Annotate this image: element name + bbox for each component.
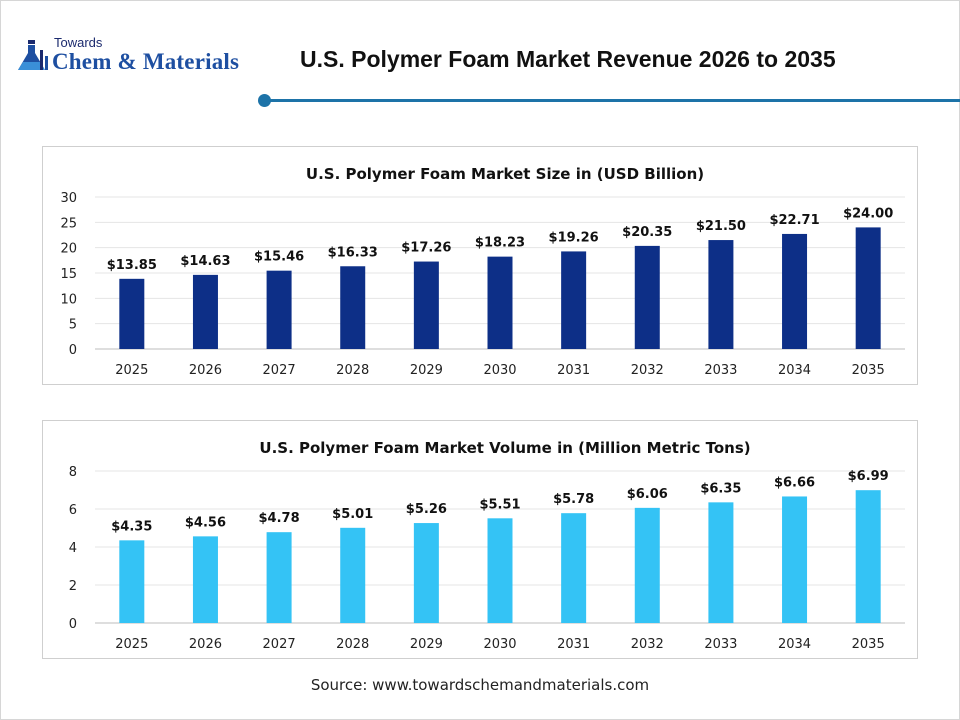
chart-0-bar-2032 (634, 245, 660, 349)
chart-1-data-label: $6.06 (627, 487, 668, 502)
chart-0-y-tick-label: 5 (69, 318, 77, 333)
chart-0-y-tick-label: 30 (60, 191, 77, 206)
chart-0-bar-2033 (708, 240, 734, 349)
chart-0-y-tick-label: 0 (69, 343, 77, 358)
chart-0-data-label: $21.50 (696, 219, 746, 234)
chart-0-y-tick-label: 25 (60, 216, 77, 231)
chart-0-x-tick-label: 2029 (410, 363, 443, 378)
chart-0-x-tick-label: 2035 (852, 363, 885, 378)
market-size-chart-panel: U.S. Polymer Foam Market Size in (USD Bi… (42, 146, 918, 385)
chart-1-data-label: $4.35 (111, 519, 152, 534)
title-underline (265, 99, 960, 102)
brand-logo: Towards Chem & Materials (16, 34, 266, 78)
chart-0-data-label: $20.35 (622, 225, 672, 240)
chart-1-y-tick-label: 8 (69, 465, 77, 480)
logo-towards-text: Towards (54, 35, 103, 50)
title-underline-dot (258, 94, 271, 107)
chart-0-x-tick-label: 2027 (263, 363, 296, 378)
chart-0-x-tick-label: 2033 (704, 363, 737, 378)
chart-1-bar-2035 (855, 490, 881, 623)
chart-1-bar-2034 (782, 496, 808, 623)
chart-0-x-tick-label: 2025 (115, 363, 148, 378)
chart-0-y-tick-label: 20 (60, 242, 77, 257)
chart-1-bar-2029 (413, 523, 439, 623)
chart-0-x-tick-label: 2032 (631, 363, 664, 378)
market-size-chart: U.S. Polymer Foam Market Size in (USD Bi… (60, 165, 905, 378)
chart-0-data-label: $17.26 (401, 241, 451, 256)
chart-0-bar-2025 (119, 278, 145, 349)
chart-1-bar-2033 (708, 502, 734, 623)
chart-1-x-tick-label: 2026 (189, 637, 222, 652)
chart-0-data-label: $18.23 (475, 236, 525, 251)
chart-1-x-tick-label: 2029 (410, 637, 443, 652)
market-volume-chart: U.S. Polymer Foam Market Volume in (Mill… (69, 439, 905, 652)
chart-1-x-tick-label: 2030 (483, 637, 516, 652)
chart-1-y-tick-label: 0 (69, 617, 77, 632)
chart-1-x-tick-label: 2032 (631, 637, 664, 652)
chart-1-data-label: $6.99 (848, 469, 889, 484)
chart-1-bar-2027 (266, 532, 292, 623)
chart-1-data-label: $5.78 (553, 492, 594, 507)
chart-1-data-label: $5.01 (332, 507, 373, 522)
chart-1-bar-2032 (634, 507, 660, 623)
chart-1-data-label: $6.66 (774, 475, 815, 490)
chart-1-x-tick-label: 2027 (263, 637, 296, 652)
chart-1-data-label: $4.56 (185, 515, 226, 530)
chart-0-y-tick-label: 15 (60, 267, 77, 282)
chart-0-data-label: $15.46 (254, 250, 304, 265)
chart-1-bar-2026 (192, 536, 218, 623)
chart-1-bar-2030 (487, 518, 513, 623)
chart-0-x-tick-label: 2026 (189, 363, 222, 378)
chart-1-x-tick-label: 2033 (704, 637, 737, 652)
chart-1-data-label: $6.35 (700, 481, 741, 496)
chart-0-x-tick-label: 2028 (336, 363, 369, 378)
chart-1-data-label: $5.26 (406, 502, 447, 517)
chart-0-title: U.S. Polymer Foam Market Size in (USD Bi… (306, 165, 704, 183)
chart-0-data-label: $22.71 (769, 213, 819, 228)
chart-0-bar-2034 (782, 233, 808, 349)
chart-0-data-label: $14.63 (180, 254, 230, 269)
chart-1-title: U.S. Polymer Foam Market Volume in (Mill… (259, 439, 750, 457)
chart-0-data-label: $19.26 (549, 230, 599, 245)
source-note: Source: www.towardschemandmaterials.com (310, 676, 650, 694)
page-title: U.S. Polymer Foam Market Revenue 2026 to… (300, 46, 836, 72)
chart-1-bar-2031 (561, 513, 587, 623)
market-volume-chart-panel: U.S. Polymer Foam Market Volume in (Mill… (42, 420, 918, 659)
chart-0-bar-2029 (413, 261, 439, 349)
chart-0-data-label: $24.00 (843, 206, 893, 221)
chart-0-x-tick-label: 2031 (557, 363, 590, 378)
chart-0-bar-2027 (266, 270, 292, 349)
chart-0-bar-2026 (192, 274, 218, 349)
flask-icon (18, 40, 48, 70)
chart-1-y-tick-label: 6 (69, 503, 77, 518)
chart-1-bar-2025 (119, 540, 145, 623)
logo-brand-text: Chem & Materials (52, 49, 240, 74)
chart-0-x-tick-label: 2030 (483, 363, 516, 378)
chart-1-x-tick-label: 2034 (778, 637, 811, 652)
chart-1-x-tick-label: 2035 (852, 637, 885, 652)
chart-1-data-label: $4.78 (259, 511, 300, 526)
chart-1-y-tick-label: 4 (69, 541, 77, 556)
chart-1-bar-2028 (340, 527, 366, 623)
chart-1-y-tick-label: 2 (69, 579, 77, 594)
chart-0-data-label: $13.85 (107, 258, 157, 273)
chart-0-bar-2031 (561, 251, 587, 349)
chart-1-x-tick-label: 2031 (557, 637, 590, 652)
chart-1-data-label: $5.51 (479, 497, 520, 512)
chart-0-bar-2030 (487, 256, 513, 349)
chart-0-data-label: $16.33 (328, 245, 378, 260)
chart-1-x-tick-label: 2025 (115, 637, 148, 652)
chart-0-x-tick-label: 2034 (778, 363, 811, 378)
chart-0-bar-2035 (855, 227, 881, 349)
chart-0-bar-2028 (340, 266, 366, 349)
chart-1-x-tick-label: 2028 (336, 637, 369, 652)
chart-0-y-tick-label: 10 (60, 292, 77, 307)
